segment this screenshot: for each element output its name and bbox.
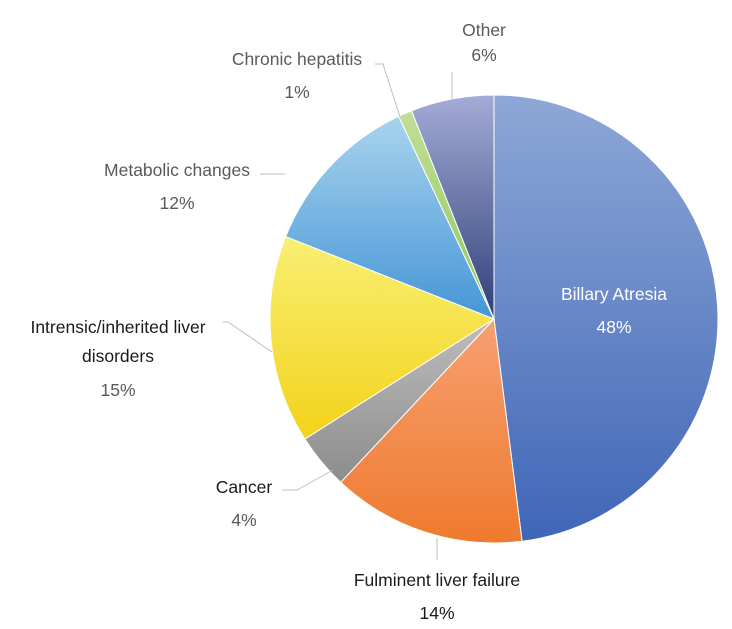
slice-percent-cancer: 4%	[231, 510, 256, 530]
slice-label-intrensic-inherited-liver-disorders-line-2: disorders	[82, 346, 154, 366]
leader-line-chronic-hepatitis	[375, 63, 401, 118]
leader-line-cancer	[282, 469, 334, 491]
pie-slice-other	[410, 94, 495, 320]
slice-percent-chronic-hepatitis: 1%	[284, 82, 309, 102]
pie-slice-metabolic-changes	[285, 115, 495, 320]
slice-percent-fulminent-liver-failure: 14%	[419, 603, 454, 623]
slice-label-metabolic-changes: Metabolic changes	[104, 160, 250, 180]
slice-percent-metabolic-changes: 12%	[159, 193, 194, 213]
slice-percent-other: 6%	[471, 45, 496, 65]
slice-label-intrensic-inherited-liver-disorders-line-1: Intrensic/inherited liver	[30, 317, 205, 337]
slice-label-chronic-hepatitis: Chronic hepatitis	[232, 49, 363, 69]
slice-labels: Billary Atresia 48% Fulminent liver failur…	[30, 20, 667, 623]
slice-label-billary-atresia: Billary Atresia	[561, 284, 667, 304]
pie-slice-billary-atresia	[493, 94, 719, 542]
slice-label-cancer: Cancer	[216, 477, 273, 497]
leader-lines	[223, 63, 453, 560]
slice-label-other: Other	[462, 20, 506, 40]
pie-slices	[269, 94, 719, 544]
slice-percent-intrensic-inherited-liver-disorders: 15%	[100, 380, 135, 400]
pie-slice-fulminent-liver-failure	[339, 317, 523, 544]
slice-label-fulminent-liver-failure: Fulminent liver failure	[354, 570, 520, 590]
slice-percent-billary-atresia: 48%	[596, 317, 631, 337]
leader-line-intrensic-inherited-liver-disorders	[223, 321, 273, 353]
pie-slice-intrensic-inherited-liver-disorders	[269, 235, 496, 440]
